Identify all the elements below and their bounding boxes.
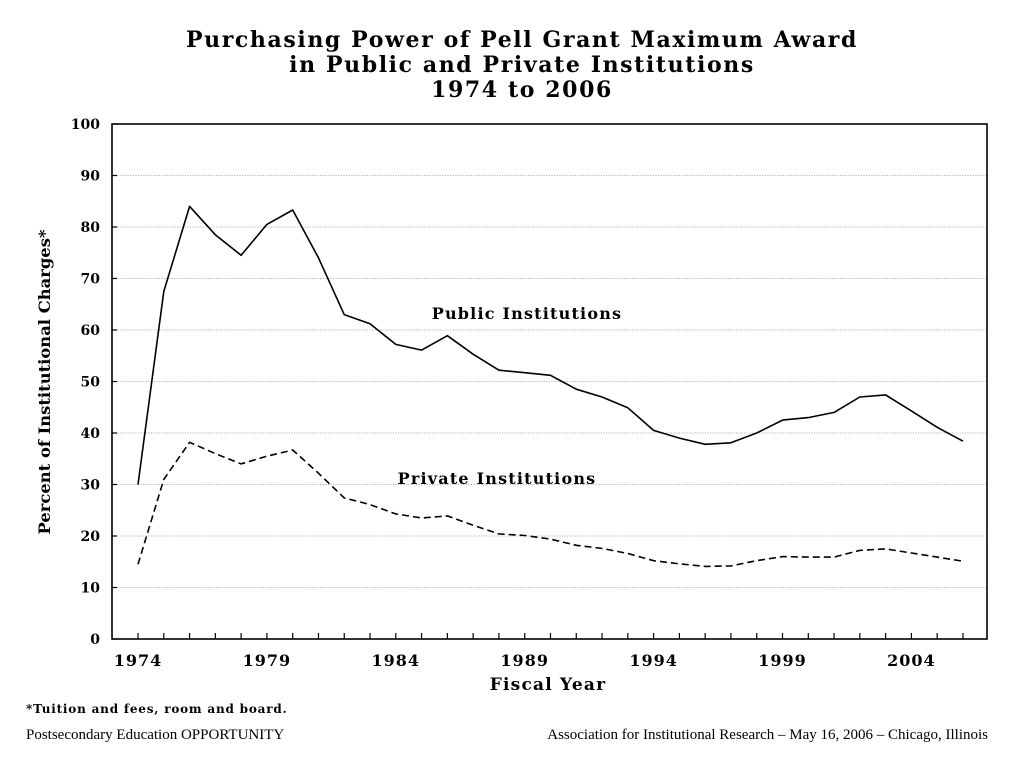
x-tick-label: 1989 — [500, 651, 549, 670]
x-tick-label: 1999 — [758, 651, 807, 670]
x-tick-label: 1984 — [372, 651, 421, 670]
y-tick-label: 100 — [71, 117, 100, 133]
y-tick-label: 30 — [81, 478, 101, 494]
chart-title: Purchasing Power of Pell Grant Maximum A… — [0, 28, 1024, 103]
series-label-private: Private Institutions — [398, 469, 597, 488]
y-tick-label: 80 — [81, 220, 101, 236]
grid-lines — [112, 175, 987, 588]
y-tick-label: 70 — [81, 272, 101, 288]
y-tick-label: 0 — [90, 632, 100, 648]
footer-left: Postsecondary Education OPPORTUNITY — [26, 727, 285, 743]
y-tick-label: 60 — [81, 323, 101, 339]
y-axis-ticks: 0 10 20 30 40 50 60 70 80 90 100 — [71, 117, 117, 648]
series-line-private — [137, 441, 964, 568]
y-tick-label: 90 — [81, 169, 101, 185]
footer-right: Association for Institutional Research –… — [547, 727, 988, 743]
title-line-1: Purchasing Power of Pell Grant Maximum A… — [186, 27, 858, 53]
series-lines — [137, 205, 964, 568]
y-tick-label: 50 — [81, 375, 101, 391]
y-tick-label: 20 — [81, 529, 101, 545]
x-tick-label: 1979 — [243, 651, 292, 670]
y-axis-label: Percent of Institutional Charges* — [35, 229, 54, 535]
x-tick-label: 1974 — [114, 651, 163, 670]
series-label-public: Public Institutions — [432, 304, 623, 323]
x-axis-ticks: 1974 1979 1984 1989 1994 1999 2004 — [114, 633, 964, 670]
x-axis-label: Fiscal Year — [490, 675, 607, 695]
x-tick-label: 1994 — [629, 651, 678, 670]
x-tick-label: 2004 — [887, 651, 936, 670]
footnote: *Tuition and fees, room and board. — [26, 702, 288, 716]
series-line-public — [137, 205, 964, 485]
title-line-3: 1974 to 2006 — [431, 77, 613, 103]
y-tick-label: 10 — [81, 581, 101, 597]
y-tick-label: 40 — [81, 426, 101, 442]
title-line-2: in Public and Private Institutions — [289, 52, 755, 78]
